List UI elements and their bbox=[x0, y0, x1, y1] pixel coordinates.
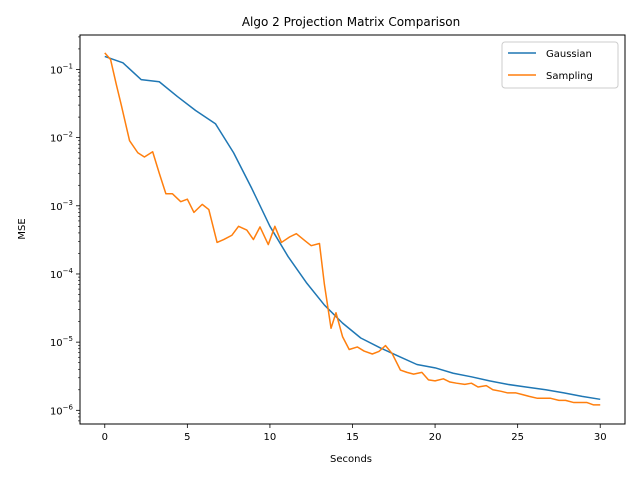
x-axis-ticks: 0 5 10 15 20 25 30 bbox=[102, 424, 607, 443]
axes-frame bbox=[79, 34, 626, 425]
x-tick-label: 30 bbox=[594, 432, 607, 443]
y-tick-label: 10−1 bbox=[50, 62, 73, 76]
y-axis-ticks: 10−6 10−5 10−4 10−3 10−2 10−1 bbox=[50, 36, 80, 422]
y-tick-label: 10−5 bbox=[50, 335, 73, 349]
y-tick-label: 10−4 bbox=[50, 267, 74, 281]
x-tick-label: 25 bbox=[511, 432, 524, 443]
x-tick-label: 20 bbox=[429, 432, 442, 443]
chart-title: Algo 2 Projection Matrix Comparison bbox=[242, 15, 460, 29]
x-tick-label: 0 bbox=[102, 432, 108, 443]
y-tick-label: 10−6 bbox=[50, 403, 74, 417]
x-tick-label: 10 bbox=[264, 432, 277, 443]
y-tick-label: 10−2 bbox=[50, 131, 73, 145]
plot-series-group bbox=[104, 52, 601, 406]
legend: Gaussian Sampling bbox=[501, 41, 619, 89]
x-tick-label: 15 bbox=[346, 432, 359, 443]
legend-label-gaussian: Gaussian bbox=[546, 49, 592, 60]
x-tick-label: 5 bbox=[184, 432, 190, 443]
x-axis-label: Seconds bbox=[330, 454, 372, 465]
y-axis-label: MSE bbox=[17, 218, 28, 239]
legend-label-sampling: Sampling bbox=[546, 71, 593, 82]
series-line-sampling bbox=[104, 52, 601, 406]
series-line-gaussian bbox=[104, 55, 601, 401]
y-tick-label: 10−3 bbox=[50, 199, 73, 213]
